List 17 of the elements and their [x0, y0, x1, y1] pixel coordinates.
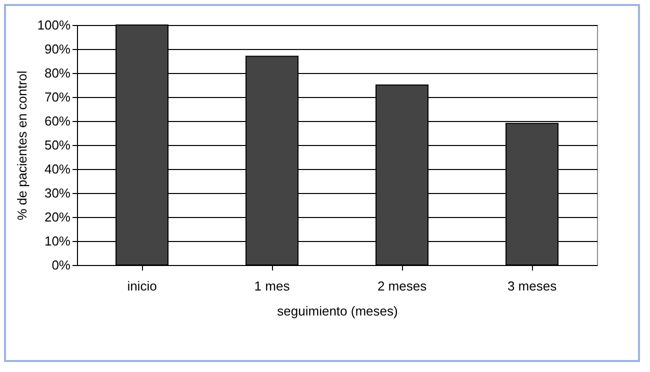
y-tick-label: 20% [44, 210, 71, 224]
x-tick-label: 1 mes [254, 278, 290, 294]
y-tick-label: 80% [44, 66, 71, 80]
x-tick-label: 3 meses [507, 278, 558, 294]
y-tick-label: 100% [37, 18, 71, 32]
y-tick-label: 70% [44, 90, 71, 104]
y-tick-label: 60% [44, 114, 71, 128]
x-tick-label: inicio [127, 278, 157, 294]
y-tick-label: 50% [44, 138, 71, 152]
y-tick-label: 10% [44, 234, 71, 248]
x-axis-title: seguimiento (meses) [277, 304, 398, 318]
y-tick-label: 0% [52, 258, 71, 272]
y-tick-label: 40% [44, 162, 71, 176]
x-tick-label: 2 meses [377, 278, 428, 294]
y-tick-label: 90% [44, 42, 71, 56]
y-tick-label: 30% [44, 186, 71, 200]
y-axis-title: % de pacientes en control [14, 70, 30, 220]
